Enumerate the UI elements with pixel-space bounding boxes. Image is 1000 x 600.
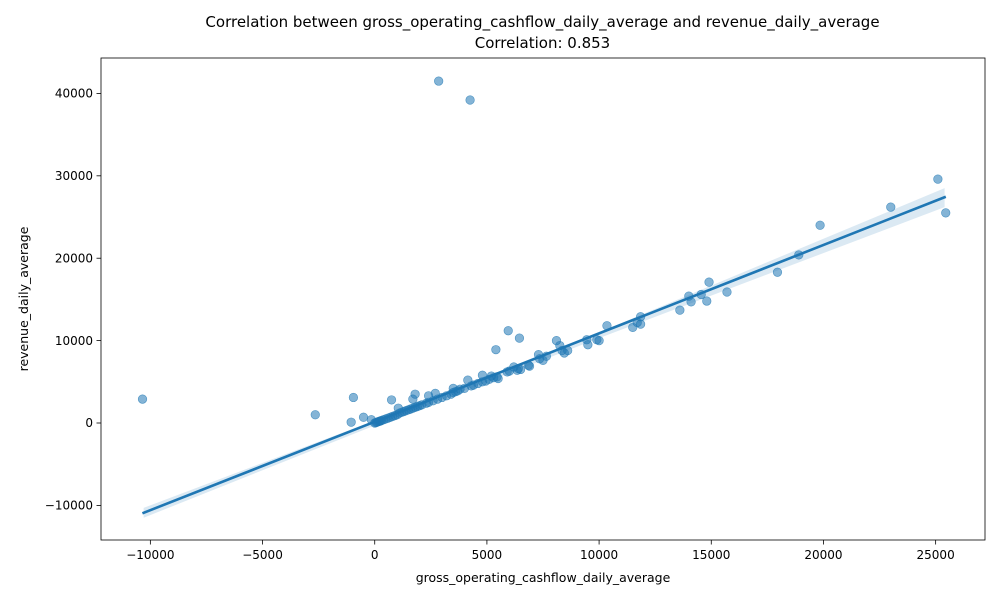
x-tick-label: 10000 xyxy=(580,548,618,562)
confidence-band xyxy=(143,188,945,518)
scatter-point xyxy=(465,95,475,105)
scatter-point xyxy=(722,287,732,297)
regression-line-layer xyxy=(141,195,947,515)
scatter-point xyxy=(514,333,525,343)
scatter-point xyxy=(491,345,501,355)
y-axis-label: revenue_daily_average xyxy=(16,226,31,371)
scatter-point xyxy=(941,208,951,218)
scatter-point xyxy=(434,76,444,86)
confidence-band-layer xyxy=(143,188,945,518)
x-tick-label: −10000 xyxy=(126,548,174,562)
scatter-point xyxy=(310,410,320,420)
y-tick-label: 10000 xyxy=(55,334,93,348)
scatter-point xyxy=(772,267,783,277)
scatter-point xyxy=(704,277,714,287)
scatter-point xyxy=(346,417,356,427)
y-tick-label: 30000 xyxy=(55,169,93,183)
x-axis-label: gross_operating_cashflow_daily_average xyxy=(416,570,671,585)
scatter-point xyxy=(551,336,562,346)
chart-title: Correlation between gross_operating_cash… xyxy=(205,13,879,32)
x-tick-label: 20000 xyxy=(804,548,842,562)
chart-subtitle: Correlation: 0.853 xyxy=(475,34,610,52)
x-axis-ticks: −10000 −5000 0 5000 10000 15000 20000 25000 xyxy=(126,540,955,562)
scatter-point xyxy=(886,202,896,212)
scatter-point xyxy=(386,395,397,405)
scatter-point xyxy=(137,394,148,404)
x-tick-label: −5000 xyxy=(242,548,283,562)
y-tick-label: 40000 xyxy=(55,87,93,101)
scatter-point xyxy=(583,340,593,350)
scatter-point xyxy=(635,319,646,329)
plot-frame xyxy=(100,57,986,541)
y-tick-label: 20000 xyxy=(55,251,93,265)
scatter-point xyxy=(675,305,685,315)
scatter-point xyxy=(815,220,825,230)
y-tick-label: −10000 xyxy=(45,499,93,513)
x-tick-label: 15000 xyxy=(692,548,730,562)
x-tick-label: 5000 xyxy=(472,548,503,562)
x-tick-label: 0 xyxy=(371,548,379,562)
scatter-points-layer xyxy=(137,76,951,428)
scatter-point xyxy=(628,322,638,333)
scatter-point xyxy=(702,296,712,306)
regression-line xyxy=(141,195,947,515)
scatter-point xyxy=(933,174,943,184)
scatter-point xyxy=(348,392,359,403)
scatter-point xyxy=(408,394,418,404)
y-axis-ticks: −10000 0 10000 20000 30000 40000 xyxy=(45,87,101,513)
x-tick-label: 25000 xyxy=(917,548,955,562)
scatter-point xyxy=(358,412,369,422)
scatter-point xyxy=(503,326,513,336)
y-tick-label: 0 xyxy=(85,416,93,430)
